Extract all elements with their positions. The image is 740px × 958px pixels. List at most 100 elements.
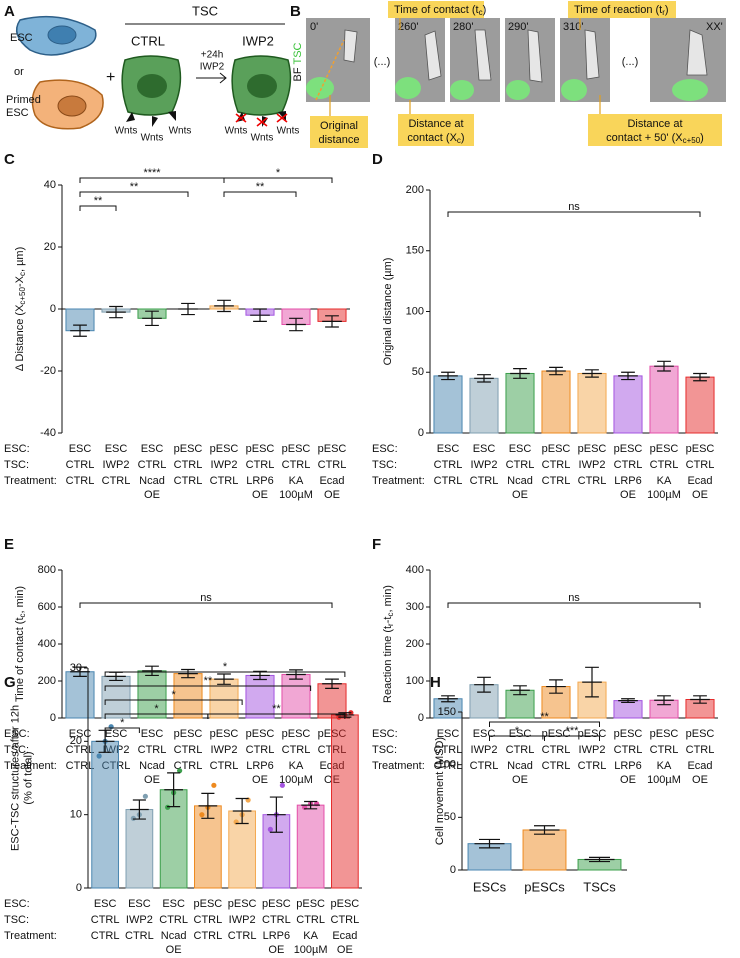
x-tick-label: IWP2 xyxy=(229,914,256,926)
significance-label: ** xyxy=(256,181,265,193)
x-tick-label: IWP2 xyxy=(579,459,606,471)
chart: E Time of contact (tc, min) 0 200 400 600 800 E… xyxy=(4,536,350,786)
y-tick-label: 50 xyxy=(444,811,456,823)
text-piece: c xyxy=(479,8,483,17)
x-tick-label: Ncad xyxy=(507,475,533,487)
text-piece: Cell movement (MSD) xyxy=(434,737,446,845)
error-bar xyxy=(214,299,234,313)
cell xyxy=(474,29,492,81)
x-tick-label: pESC xyxy=(614,443,643,455)
x-tick-label: OE xyxy=(252,489,268,501)
x-tick-label: pESC xyxy=(542,443,571,455)
cell xyxy=(686,29,708,76)
x-tick-label: ESC xyxy=(473,443,496,455)
x-tick-label: CTRL xyxy=(296,914,325,926)
x-tick-label: CTRL xyxy=(174,459,203,471)
data-point xyxy=(96,753,102,759)
x-tick-label: CTRL xyxy=(614,744,643,756)
x-tick-label: CTRL xyxy=(686,744,715,756)
callout xyxy=(568,1,676,18)
text-piece: -t xyxy=(382,617,394,624)
cross xyxy=(235,113,288,127)
callout-text: Original xyxy=(320,120,358,132)
x-tick-label: CTRL xyxy=(578,475,607,487)
x-tick-label: CTRL xyxy=(228,930,257,942)
error-bar xyxy=(654,695,674,706)
significance-bracket xyxy=(447,602,701,608)
bar xyxy=(685,376,715,434)
x-tick-label: OE xyxy=(252,774,268,786)
x-tick-label: KA xyxy=(303,930,318,942)
arrow xyxy=(196,72,227,84)
x-tick-label: pESC xyxy=(282,443,311,455)
x-tick-label: CTRL xyxy=(650,744,679,756)
significance-label: ** xyxy=(94,195,103,207)
text-piece: Original distance (µm) xyxy=(382,258,394,366)
error-bar xyxy=(438,695,458,703)
row-label: TSC: xyxy=(4,744,29,756)
cell xyxy=(527,29,543,83)
text-piece: ) xyxy=(483,4,487,16)
x-tick-label: ESC xyxy=(473,728,496,740)
x-tick-label: CTRL xyxy=(66,459,95,471)
x-tick-label: pESC xyxy=(174,443,203,455)
x-tick-label: Ecad xyxy=(687,475,712,487)
error-bar xyxy=(438,371,458,381)
callout xyxy=(398,114,474,146)
nucleus xyxy=(137,74,167,98)
x-tick-label: KA xyxy=(657,760,672,772)
x-tick-label: LRP6 xyxy=(614,760,642,772)
x-tick-label: pESC xyxy=(318,443,347,455)
x-tick-label: LRP6 xyxy=(246,760,274,772)
nucleus xyxy=(247,74,277,98)
x-tick-label: CTRL xyxy=(542,475,571,487)
bar xyxy=(577,372,607,434)
y-axis-label: ESC-TSC structures after 12h xyxy=(9,705,21,851)
x-tick-label: pESC xyxy=(296,898,325,910)
error-bar xyxy=(301,800,320,810)
x-tick-label: CTRL xyxy=(434,760,463,772)
x-tick-label: TSCs xyxy=(583,879,616,894)
text-piece: ) xyxy=(700,132,704,144)
error-bar xyxy=(198,792,218,819)
x-tick-label: CTRL xyxy=(91,930,120,942)
y-tick-label: 300 xyxy=(406,601,424,613)
x-tick-label: OE xyxy=(324,489,340,501)
x-tick-label: CTRL xyxy=(282,459,311,471)
x-tick-label: ESC xyxy=(162,898,185,910)
panel-b: B BF TSC 0' 260' 280' 290' 310' X xyxy=(290,1,726,148)
chart: D Original distance (µm) 0 50 100 150 200 ESC: T… xyxy=(372,151,718,501)
y-axis-label: Δ Distance (Xc+50-Xc, µm) xyxy=(14,247,27,372)
x-tick-label: CTRL xyxy=(542,744,571,756)
error-bar xyxy=(618,371,638,381)
panel-letter: B xyxy=(290,3,301,20)
bar xyxy=(613,375,643,434)
x-tick-label: CTRL xyxy=(246,744,275,756)
data-point xyxy=(211,782,217,788)
data-point xyxy=(267,826,273,832)
x-tick-label: CTRL xyxy=(470,760,499,772)
x-tick-label: pESC xyxy=(614,728,643,740)
significance-bracket xyxy=(79,205,117,211)
text-piece: r xyxy=(386,623,395,626)
y-tick-label: 0 xyxy=(50,303,56,315)
error-bar xyxy=(142,310,162,327)
label: IWP2 xyxy=(242,33,274,48)
error-bar xyxy=(690,372,710,382)
x-tick-label: CTRL xyxy=(174,475,203,487)
error-bar xyxy=(250,670,270,681)
x-tick-label: CTRL xyxy=(210,475,239,487)
x-tick-label: pESC xyxy=(228,898,257,910)
plus: + xyxy=(106,69,115,86)
chart: F Reaction time (tr-tc, min) 0 100 200 300 400… xyxy=(372,536,718,786)
text-piece: Time of contact (t xyxy=(394,4,479,16)
x-tick-label: CTRL xyxy=(331,914,360,926)
nucleus xyxy=(57,95,87,117)
x-tick-label: OE xyxy=(620,774,636,786)
x-tick-label: CTRL xyxy=(434,744,463,756)
x-tick-label: OE xyxy=(692,774,708,786)
x-tick-label: pESC xyxy=(578,728,607,740)
x-tick-label: OE xyxy=(144,489,160,501)
y-tick-label: 150 xyxy=(406,245,424,257)
blob xyxy=(561,79,587,101)
